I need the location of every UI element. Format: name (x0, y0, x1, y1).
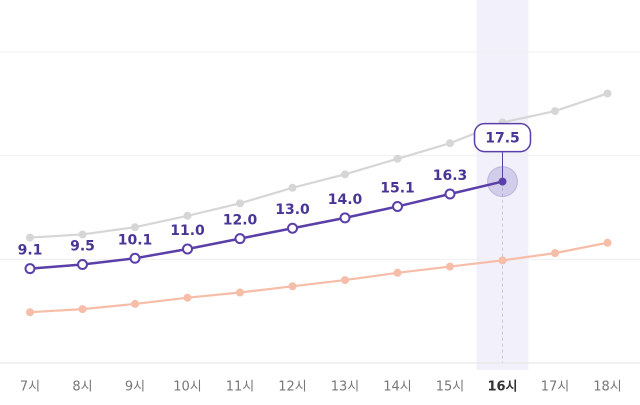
point (498, 256, 507, 265)
x-tick-label: 12시 (278, 380, 307, 395)
point (339, 212, 351, 224)
grid-layer (0, 51, 640, 364)
x-tick-label: 8시 (72, 380, 92, 395)
point (444, 188, 456, 200)
point (393, 154, 402, 163)
point (393, 268, 402, 277)
point (24, 263, 36, 275)
data-label: 11.0 (170, 223, 205, 239)
series-line (29, 241, 608, 314)
point (131, 299, 139, 308)
point (392, 200, 403, 212)
x-tick-label: 16시 (487, 380, 517, 395)
data-label: 16.3 (433, 168, 468, 184)
point (26, 233, 34, 242)
x-tick-label: 13시 (331, 380, 360, 395)
point (236, 199, 244, 208)
point (551, 107, 559, 116)
point (234, 233, 246, 245)
x-tick-label: 18시 (593, 380, 622, 395)
point (131, 223, 139, 232)
x-tick-label: 17시 (541, 380, 570, 395)
series-line (29, 180, 503, 270)
data-label: 12.0 (223, 213, 258, 229)
point (78, 230, 87, 239)
point (551, 249, 559, 258)
x-tick-label: 10시 (173, 380, 202, 395)
point (603, 89, 612, 98)
data-label: 9.1 (18, 243, 43, 259)
line-layer (24, 89, 612, 317)
point (183, 211, 192, 220)
point (77, 259, 88, 271)
point (236, 288, 244, 297)
point (446, 262, 454, 271)
data-label: 10.1 (118, 232, 153, 248)
x-tick-label: 9시 (125, 380, 145, 395)
data-label: 15.1 (380, 180, 415, 196)
point (183, 293, 192, 302)
x-tick-label: 7시 (20, 380, 40, 395)
label-layer: 9.1 9.5 10.1 11.0 12.0 13.0 14.0 15.1 16.3 17.5 (18, 122, 532, 259)
point (287, 222, 298, 234)
tooltip-label: 17.5 (485, 131, 520, 147)
point (26, 308, 34, 317)
x-tick-label: 14시 (383, 380, 412, 395)
point (288, 282, 297, 291)
data-label: 13.0 (275, 202, 310, 218)
data-label: 14.0 (328, 192, 363, 208)
point (341, 170, 349, 179)
point (446, 139, 454, 148)
tooltip-box (473, 122, 532, 153)
point (182, 243, 193, 255)
point (129, 252, 141, 264)
point (603, 238, 612, 247)
x-tick-label: 15시 (436, 380, 465, 395)
point (78, 305, 87, 314)
data-label: 9.5 (70, 239, 95, 255)
point (341, 276, 349, 285)
x-tick-label: 11시 (226, 380, 255, 395)
series-line (29, 92, 608, 239)
point (288, 183, 297, 192)
